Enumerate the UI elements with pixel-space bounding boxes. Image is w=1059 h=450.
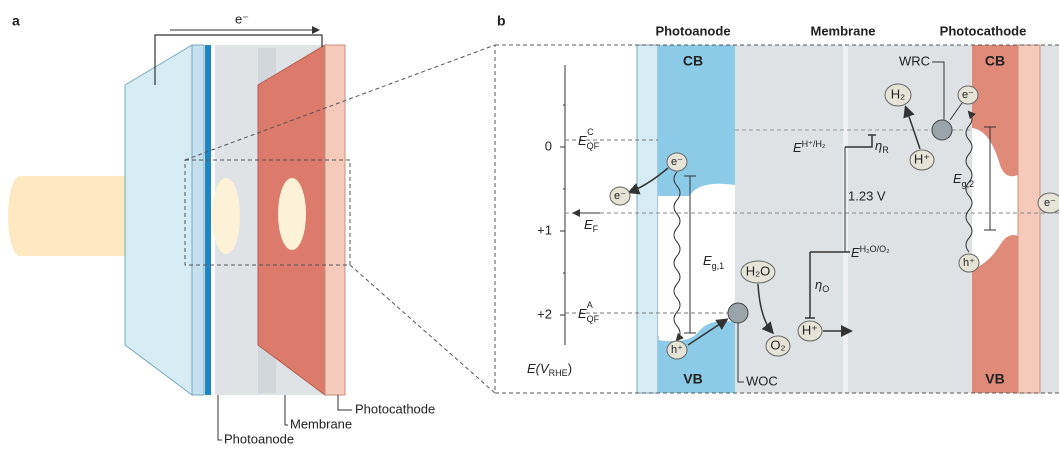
- panel-b: b Photoanode Membrane Photocathode CB VB…: [495, 13, 1059, 393]
- panel-a: a e⁻ Photocathode Membrane Photoanode: [8, 11, 495, 446]
- species: H⁺: [914, 151, 930, 166]
- species: e⁻: [614, 190, 626, 202]
- species: H₂O: [746, 263, 771, 278]
- cathode-substrate: [1018, 45, 1040, 393]
- band-label: VB: [683, 371, 702, 387]
- species: e⁻: [1044, 197, 1056, 209]
- photocathode-edge: [325, 45, 345, 395]
- species: O₂: [770, 337, 785, 352]
- axis-ticks: [560, 105, 565, 315]
- light-beam-end: [8, 176, 32, 256]
- wrc: [932, 120, 952, 140]
- species: h⁺: [963, 257, 975, 269]
- level-label: EQFC: [578, 127, 600, 151]
- membrane-label: Membrane: [290, 416, 352, 431]
- level-label: EF: [584, 217, 599, 234]
- anode-substrate: [637, 45, 658, 393]
- electron-label: e⁻: [235, 11, 249, 26]
- band-label: CB: [683, 53, 703, 69]
- voltage: 1.23 V: [848, 188, 886, 203]
- species: e⁻: [671, 156, 683, 168]
- panel-label: b: [497, 13, 506, 29]
- species: h⁺: [671, 344, 683, 356]
- photoanode-edge: [192, 45, 204, 395]
- woc: [728, 303, 748, 323]
- level-label: EQFA: [578, 300, 600, 324]
- panel-label: a: [12, 13, 20, 29]
- band-label: CB: [985, 53, 1005, 69]
- tick-label: 0: [545, 138, 552, 153]
- species: e⁻: [962, 89, 974, 101]
- leader: [338, 395, 352, 410]
- header: Membrane: [810, 23, 875, 38]
- photoanode-plate: [125, 45, 192, 395]
- figure: a e⁻ Photocathode Membrane Photoanode b …: [0, 0, 1059, 450]
- species: H⁺: [802, 322, 818, 337]
- tick-label: +2: [537, 306, 552, 321]
- band-label: VB: [985, 371, 1004, 387]
- species: H₂: [891, 86, 905, 101]
- photocathode-label: Photocathode: [355, 401, 435, 416]
- light-spot: [278, 178, 306, 250]
- tick-label: +1: [537, 222, 552, 237]
- axis-title: E(VRHE): [527, 361, 572, 378]
- header: Photocathode: [940, 23, 1027, 38]
- photoanode-layer: [205, 45, 211, 395]
- header: Photoanode: [655, 23, 730, 38]
- light-spot: [212, 178, 240, 254]
- photoanode-label: Photoanode: [224, 431, 294, 446]
- catalyst-label: WRC: [899, 53, 930, 68]
- catalyst-label: WOC: [746, 373, 778, 388]
- leader: [285, 395, 288, 425]
- leader: [218, 395, 222, 440]
- zoom-line: [350, 265, 495, 393]
